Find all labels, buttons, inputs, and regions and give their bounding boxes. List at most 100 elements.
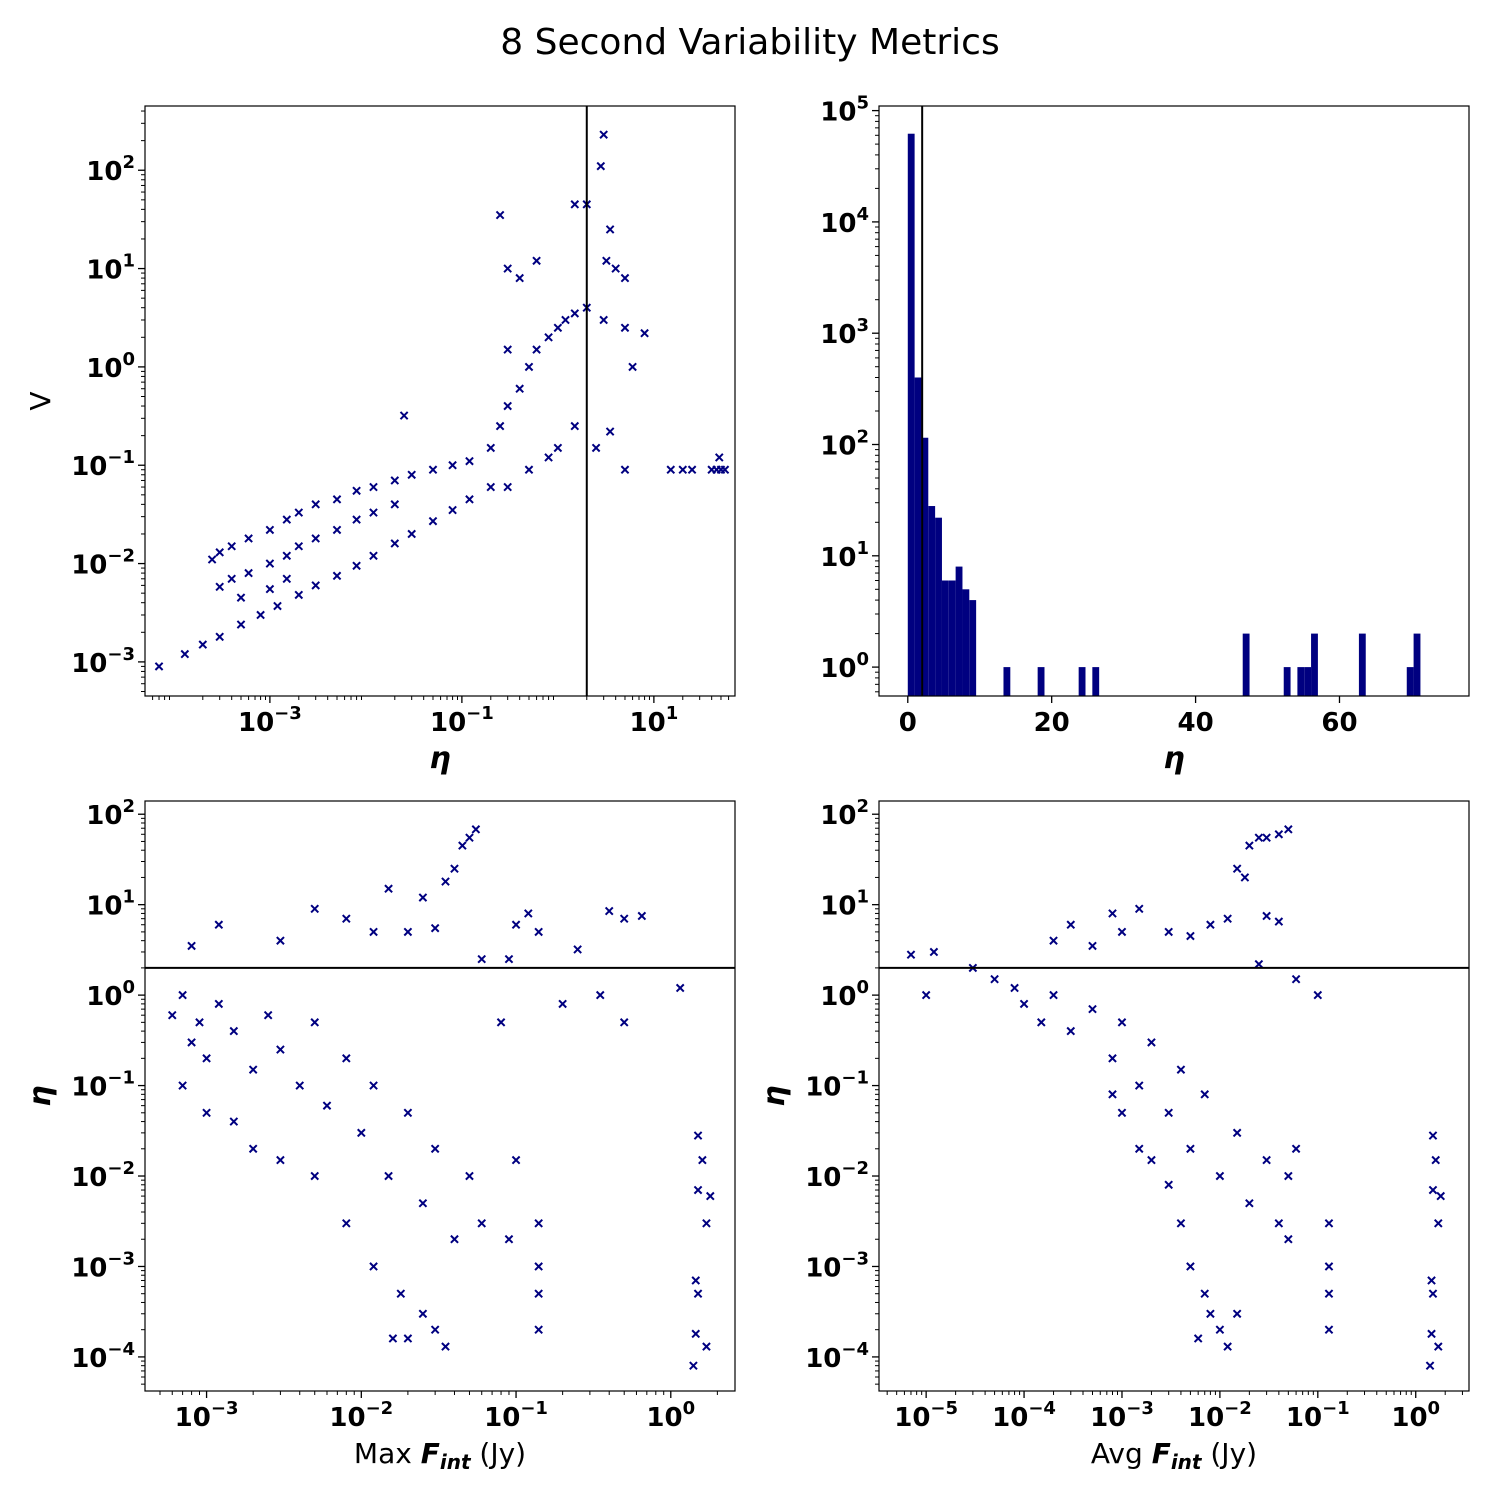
y-tick-label: 104 [820,204,869,239]
scatter-point [282,574,292,584]
scatter-point [369,927,378,937]
y-tick-label-base: 10 [71,1163,107,1193]
histogram-bar [1037,667,1045,696]
y-tick-label-base: 10 [86,982,122,1012]
scatter-point [1232,864,1242,873]
scatter-point [342,914,351,923]
x-tick-label: 0 [899,708,917,738]
scatter-point [352,561,361,571]
scatter-point [202,1054,211,1063]
x-tick-label: 60 [1321,708,1357,738]
x-tick-label: 40 [1177,708,1213,738]
y-tick-label-base: 10 [71,1253,107,1283]
scatter-point [675,983,685,993]
data-marks [907,133,1421,696]
x-tick-label-exponent: −5 [930,1398,958,1419]
scatter-point [523,909,533,918]
y-tick-label-exponent: 1 [856,887,869,908]
scatter-point [921,990,931,1000]
x-axis-label-unit: (Jy) [471,1437,527,1470]
scatter-point [1147,1155,1156,1165]
scatter-point [477,1219,487,1228]
scatter-point [1010,983,1019,993]
scatter-point [465,495,474,504]
scatter-point [430,1144,440,1154]
scatter-point [294,508,304,517]
scatter-point [1117,1108,1127,1118]
scatter-point [511,920,521,930]
plot-frame [878,105,1470,697]
scatter-point [714,453,724,462]
y-tick-label-exponent: 4 [856,204,869,225]
scatter-point [458,841,467,850]
y-tick-label: 10−4 [71,1339,135,1374]
y-tick-label-base: 10 [805,1163,841,1193]
scatter-point [532,345,541,354]
histogram-bar [1304,667,1312,696]
scatter-point [628,362,637,372]
scatter-point [534,1289,543,1299]
y-tick-label: 102 [820,796,869,831]
scatter-point [1274,1219,1284,1228]
scatter-point [471,825,481,834]
panel-eta-vs-max-flux: 10−3 10−2 10−1 10010−410−310−210−1100101102… [23,796,736,1474]
y-tick-label-exponent: −2 [107,1158,135,1179]
x-tick-label-base: 10 [1188,1403,1224,1433]
scatter-point [369,551,378,561]
scatter-point [369,508,378,517]
scatter-point [534,1325,543,1334]
scatter-point [295,1081,305,1090]
scatter-point [1254,959,1264,969]
scatter-point [1274,829,1284,839]
scatter-point [407,529,416,539]
y-tick-label-exponent: −1 [107,447,135,468]
x-tick-label: 10−1 [1286,1398,1350,1433]
scatter-point [167,1010,177,1020]
scatter-point [332,495,342,504]
scatter-point [256,610,265,620]
scatter-point [544,332,553,342]
y-tick-label-base: 10 [805,1344,841,1374]
y-tick-label: 10−3 [71,644,135,679]
scatter-point [430,1325,440,1334]
y-tick-label: 100 [820,649,869,684]
scatter-point [215,548,225,557]
x-tick-label-base: 10 [630,708,666,738]
scatter-point [1232,1309,1242,1319]
scatter-point [244,534,253,543]
x-tick-label: 20 [1034,708,1070,738]
histogram-bar [921,437,929,696]
histogram-bar [1078,667,1086,696]
scatter-point [691,1329,701,1339]
scatter-point [1433,1219,1443,1228]
scatter-point [693,1185,703,1195]
scatter-point [214,999,224,1009]
plot-frame [878,800,1470,1392]
histogram-bar [935,517,942,696]
scatter-point [227,541,236,551]
scatter-point [640,328,649,338]
y-tick-label-base: 10 [71,1073,107,1103]
scatter-point [1284,1234,1293,1244]
scatter-point [1206,1309,1215,1319]
scatter-point [1427,1329,1436,1339]
scatter-point [620,273,630,283]
scatter-point [1436,1191,1446,1201]
scatter-point [605,225,615,234]
scatter-point [403,1108,413,1118]
scatter-point [1147,1038,1156,1047]
scatter-point [1428,1131,1438,1140]
scatter-point [1186,1144,1195,1154]
scatter-point [1324,1262,1334,1271]
scatter-point [720,465,730,475]
scatter-point [599,315,608,325]
y-tick-label: 101 [820,538,869,573]
scatter-point [553,443,563,453]
scatter-point [544,453,553,462]
scatter-point [515,384,524,394]
x-axis-label-variable: F [1152,1437,1171,1470]
scatter-point [477,954,487,964]
y-tick-label-base: 10 [820,98,856,128]
scatter-point [495,421,505,431]
x-tick-label-exponent: −2 [1224,1398,1252,1419]
